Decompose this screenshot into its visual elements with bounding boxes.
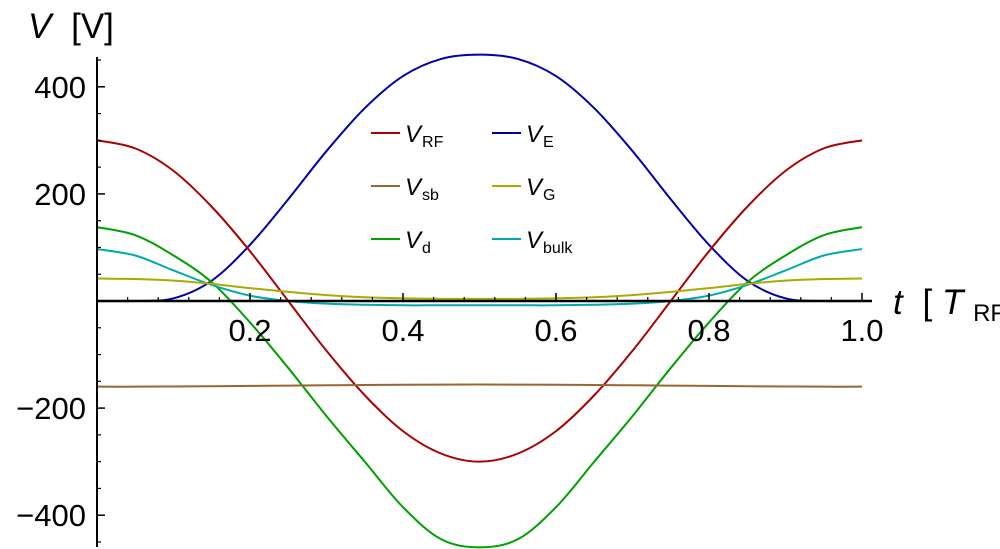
series-line-v-e — [96, 53, 863, 303]
x-axis-label: t [ T RF ] — [893, 283, 1000, 329]
legend-label: Vbulk — [526, 227, 573, 257]
x-axis-unit-subscript: RF — [973, 300, 1000, 327]
x-tick-label: 0.8 — [687, 313, 730, 348]
x-tick-label: 0.4 — [381, 313, 424, 348]
series-layer — [96, 53, 863, 549]
legend: VRF VE Vsb VG Vd Vbulk — [371, 121, 573, 257]
legend-item-v-g: VG — [492, 174, 555, 204]
y-tick-label: −400 — [16, 498, 86, 533]
axes-layer: 0.2 0.4 0.6 0.8 1.0 400 200 −200 −400 — [16, 57, 884, 547]
legend-item-v-e: VE — [492, 121, 554, 151]
legend-label: VG — [526, 174, 555, 204]
series-line-v-sb — [96, 383, 863, 388]
x-tick-label: 1.0 — [840, 313, 883, 348]
y-axis-unit: [V] — [71, 7, 114, 46]
x-axis-open-bracket: [ — [922, 283, 932, 322]
series-line-v-d — [96, 226, 863, 549]
y-axis-symbol: V — [28, 7, 55, 46]
y-tick-label: 200 — [34, 177, 86, 212]
legend-item-v-rf: VRF — [371, 121, 444, 151]
legend-label: Vd — [405, 227, 431, 257]
legend-item-v-d: Vd — [371, 227, 431, 257]
tick-layer: 0.2 0.4 0.6 0.8 1.0 400 200 −200 −400 — [16, 59, 884, 543]
x-tick-label: 0.6 — [534, 313, 577, 348]
x-axis-symbol: t — [893, 283, 904, 322]
legend-item-v-bulk: Vbulk — [492, 227, 573, 257]
legend-item-v-sb: Vsb — [371, 174, 439, 204]
x-axis-unit-symbol: T — [942, 283, 966, 322]
y-tick-label: −200 — [16, 391, 86, 426]
y-axis-label: V [V] — [28, 7, 114, 46]
legend-label: Vsb — [405, 174, 439, 204]
y-tick-label: 400 — [34, 70, 86, 105]
legend-label: VRF — [405, 121, 444, 151]
legend-label: VE — [526, 121, 554, 151]
x-tick-label: 0.2 — [228, 313, 271, 348]
series-line-v-rf — [96, 139, 863, 463]
series-line-v-bulk — [96, 248, 863, 307]
series-line-v-g — [96, 277, 863, 300]
